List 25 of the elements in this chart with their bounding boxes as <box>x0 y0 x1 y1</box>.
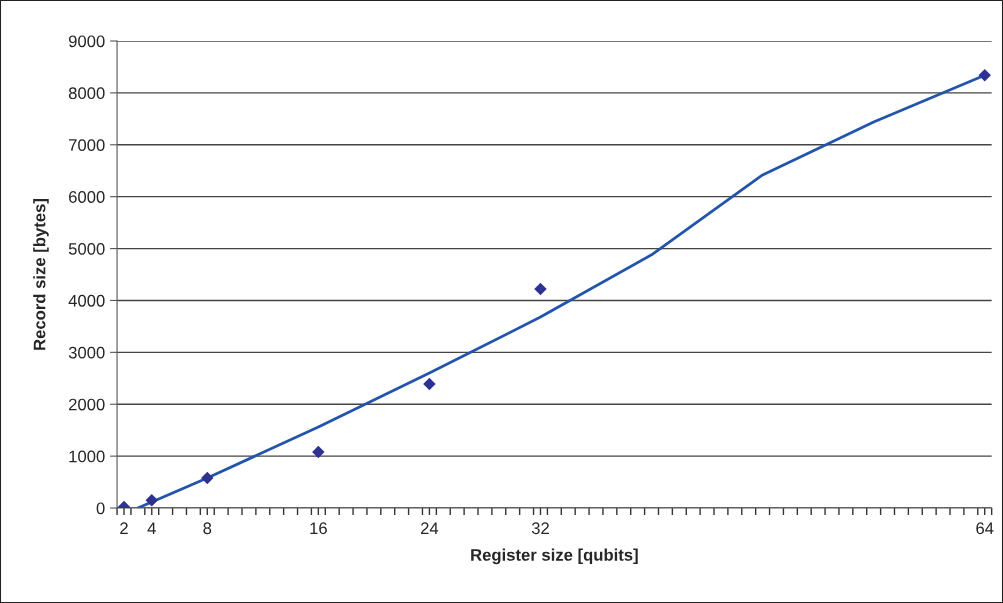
y-tick-label: 5000 <box>68 242 105 255</box>
x-tick-label: 4 <box>147 522 156 534</box>
point <box>534 282 547 296</box>
y-tick-label: 1000 <box>69 450 105 463</box>
x-tick-label: 64 <box>976 522 994 535</box>
y-tick-label: 9000 <box>68 35 105 48</box>
point <box>312 445 325 459</box>
x-tick-label: 8 <box>203 522 212 535</box>
point <box>423 377 436 391</box>
y-tick-label: 4000 <box>68 294 105 307</box>
y-tick-label: 7000 <box>69 139 105 151</box>
point <box>145 494 158 507</box>
point <box>978 69 991 82</box>
y-axis-title: Record size [bytes] <box>33 199 49 350</box>
x-tick-label: 24 <box>420 522 439 534</box>
y-tick-label: 3000 <box>68 346 105 359</box>
x-tick-label: 32 <box>531 522 549 535</box>
y-tick-label: 2000 <box>69 398 105 411</box>
x-tick-label: 2 <box>120 522 128 534</box>
y-tick-label: 8000 <box>68 87 105 100</box>
y-tick-label: 0 <box>96 502 105 515</box>
x-tick-label: 16 <box>310 522 327 535</box>
point <box>201 471 214 485</box>
y-tick-label: 6000 <box>69 191 105 203</box>
x-axis-title: Register size [qubits] <box>471 548 638 565</box>
